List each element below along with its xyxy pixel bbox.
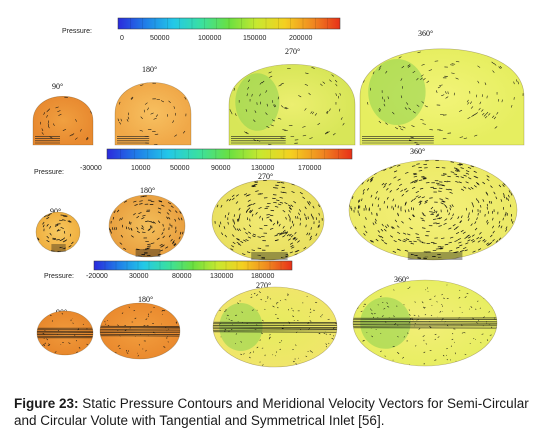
pressure-colorbar-row-1: Pressure: 0 50000 100000 150000 200000 (62, 17, 341, 42)
contour-panel (352, 279, 498, 367)
angle-label: 90° (50, 207, 61, 216)
tick-label: -20000 (86, 273, 108, 280)
contour-panel (108, 194, 186, 258)
contour-fill (33, 96, 93, 145)
row-2-panels: 90° 180° 270° 360° (35, 147, 518, 261)
tick-label: 90000 (211, 165, 231, 172)
contour-panel (35, 211, 81, 253)
caption-label: Figure 23: (14, 396, 79, 411)
angle-label: 360° (418, 29, 433, 38)
tick-label: 50000 (170, 165, 190, 172)
contour-panel (348, 159, 518, 261)
angle-label: 270° (256, 281, 271, 290)
contour-panel (36, 310, 94, 356)
velocity-vectors (229, 64, 345, 145)
tick-label: 50000 (150, 35, 170, 42)
angle-label: 270° (258, 172, 273, 181)
contour-panel (99, 302, 181, 360)
tick-label: 150000 (243, 35, 266, 42)
contour-fill (115, 82, 191, 145)
velocity-vectors (40, 96, 92, 141)
row-1-panels: 90° 180° 270° 360° (32, 29, 525, 146)
row-3-panels: 90° 180° 270° 360° (36, 275, 498, 368)
velocity-vectors (37, 312, 93, 353)
contour-fill (212, 180, 324, 260)
angle-label: 90° (52, 82, 63, 91)
tick-label: 180000 (251, 273, 274, 280)
contour-panel (114, 82, 192, 146)
velocity-vectors (117, 82, 187, 145)
tick-label: 0 (120, 35, 124, 42)
colorbar (93, 260, 293, 271)
velocity-vectors (213, 291, 337, 366)
contour-panel (212, 286, 338, 368)
contour-panel (32, 95, 94, 146)
contour-panel (211, 179, 325, 261)
angle-label: 180° (138, 295, 153, 304)
pressure-label: Pressure: (44, 273, 74, 280)
velocity-vectors (109, 195, 184, 257)
colorbar (117, 17, 341, 30)
angle-label: 180° (142, 65, 157, 74)
tick-label: 130000 (210, 273, 233, 280)
tick-label: 170000 (298, 165, 321, 172)
tick-label: 200000 (289, 35, 312, 42)
caption-text: Static Pressure Contours and Meridional … (14, 396, 529, 428)
angle-label: 180° (140, 186, 155, 195)
colorbar (106, 148, 353, 160)
tick-label: -30000 (80, 165, 102, 172)
angle-label: 360° (410, 147, 425, 156)
tick-label: 130000 (251, 165, 274, 172)
angle-label: 360° (394, 275, 409, 284)
contour-panel (359, 48, 525, 146)
velocity-vectors (100, 306, 180, 357)
pressure-label: Pressure: (62, 28, 92, 35)
tick-label: 10000 (131, 165, 151, 172)
figure-image: Pressure: 0 50000 100000 150000 200000 9… (32, 17, 525, 368)
velocity-vectors (353, 284, 497, 365)
velocity-vectors (349, 160, 514, 259)
tick-label: 100000 (198, 35, 221, 42)
tick-label: 80000 (172, 273, 192, 280)
velocity-vectors (363, 48, 524, 145)
pressure-colorbar-row-3: Pressure: -20000 30000 80000 130000 1800… (44, 260, 293, 280)
tick-label: 30000 (129, 273, 149, 280)
contour-fill (349, 160, 517, 260)
pressure-label: Pressure: (34, 169, 64, 176)
contour-panel (228, 64, 356, 146)
velocity-vectors (214, 180, 323, 259)
pressure-colorbar-row-2: Pressure: -30000 10000 50000 90000 13000… (34, 148, 353, 176)
contour-fill (109, 195, 185, 257)
angle-label: 270° (285, 47, 300, 56)
figure-caption: Figure 23: Static Pressure Contours and … (14, 395, 539, 429)
